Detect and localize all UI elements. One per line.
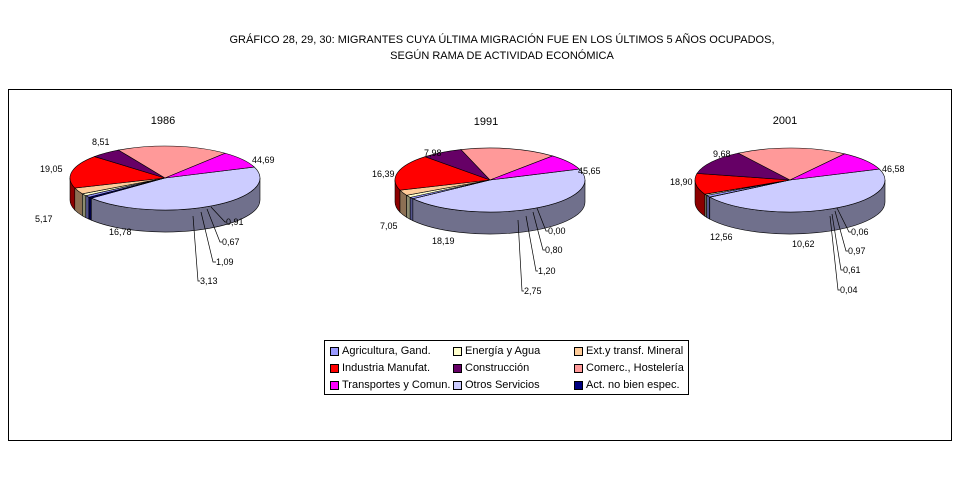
chart-title: GRÁFICO 28, 29, 30: MIGRANTES CUYA ÚLTIM… (0, 32, 962, 64)
data-label-2001-3: 10,62 (792, 239, 815, 249)
pie-slice-1991-7 (411, 168, 586, 213)
chart-title-line-2: SEGÚN RAMA DE ACTIVIDAD ECONÓMICA (390, 50, 614, 62)
data-label-1991-7: 45,65 (578, 166, 601, 176)
leader-line-2001-0 (834, 210, 848, 252)
data-label-1986-6: 8,51 (92, 137, 110, 147)
leader-line-2001-8 (836, 207, 851, 233)
data-label-1991-2: 2,75 (524, 286, 542, 296)
data-label-1986-5: 19,05 (40, 164, 63, 174)
pie-slice-1986-3 (69, 156, 166, 189)
legend-item-no-especificada: Act. no bien espec. (574, 377, 680, 393)
data-label-1986-1: 1,09 (216, 257, 234, 267)
legend-swatch (330, 363, 339, 373)
data-label-1991-0: 0,80 (545, 245, 563, 255)
data-label-2001-0: 0,97 (848, 246, 866, 256)
pie-slice-1986-6 (164, 152, 255, 179)
pie-slice-1991-3 (394, 156, 491, 191)
pie-side-1986-0 (85, 195, 90, 220)
leader-line-1991-8 (536, 207, 548, 232)
legend-item-comercio: Comerc., Hostelería (574, 360, 684, 376)
legend-item-ext-mineral: Ext.y transf. Mineral (574, 343, 683, 359)
legend-item-otros-servicios: Otros Servicios (453, 377, 540, 393)
legend-item-agricultura: Agricultura, Gand. (330, 343, 431, 359)
data-label-2001-8: 0,06 (851, 227, 869, 237)
pie-side-1986-8 (88, 196, 92, 221)
pie-title-2001: 2001 (773, 115, 797, 127)
legend-label: Act. no bien espec. (586, 379, 680, 391)
leader-line-2001-2 (829, 215, 840, 291)
leader-line-1991-1 (525, 215, 538, 272)
pie-side-1991-1 (406, 194, 411, 220)
legend-label: Otros Servicios (465, 379, 540, 391)
legend-item-transportes: Transportes y Comun. (330, 377, 450, 393)
data-label-1991-1: 1,20 (538, 266, 556, 276)
legend-item-construccion: Construcción (453, 360, 529, 376)
pie-slice-1991-6 (489, 155, 580, 181)
data-label-1986-8: 0,67 (222, 237, 240, 247)
data-label-2001-4: 12,56 (710, 232, 733, 242)
legend-swatch (330, 380, 339, 390)
data-label-2001-1: 0,61 (843, 265, 861, 275)
pie-slice-2001-6 (789, 153, 880, 181)
legend-swatch (453, 380, 462, 390)
legend-label: Transportes y Comun. (342, 379, 451, 391)
data-label-1986-4: 5,17 (35, 214, 53, 224)
legend-swatch (574, 363, 583, 373)
data-label-2001-5: 18,90 (670, 177, 693, 187)
legend-label: Industria Manufat. (342, 362, 431, 374)
pie-slice-2001-5 (737, 147, 846, 181)
legend-item-energia: Energía y Agua (453, 343, 540, 359)
data-label-1986-0: 0,91 (226, 217, 244, 227)
data-label-1991-8: 0,00 (548, 226, 566, 236)
pie-side-1986-1 (82, 193, 87, 219)
leader-line-1986-1 (200, 211, 216, 263)
pie-slice-1991-5 (460, 147, 554, 181)
data-label-2001-7: 46,58 (882, 164, 905, 174)
data-label-2001-6: 9,68 (713, 149, 731, 159)
legend-label: Agricultura, Gand. (342, 345, 431, 357)
leader-line-1986-0 (210, 206, 226, 223)
legend-label: Energía y Agua (465, 345, 541, 357)
data-label-1986-3: 16,78 (109, 227, 132, 237)
legend-item-industria: Industria Manufat. (330, 360, 430, 376)
leader-line-1991-0 (532, 211, 545, 251)
data-label-1991-4: 7,05 (380, 221, 398, 231)
data-label-1986-2: 3,13 (200, 276, 218, 286)
pie-side-1991-0 (409, 196, 414, 222)
pie-slice-1986-5 (117, 145, 227, 179)
leader-line-1986-8 (206, 208, 222, 243)
legend-swatch (574, 346, 583, 356)
pie-title-1986: 1986 (151, 115, 175, 127)
leader-line-2001-1 (831, 213, 843, 271)
data-label-1991-6: 7,98 (424, 148, 442, 158)
legend-label: Construcción (465, 362, 530, 374)
pie-slice-2001-7 (708, 168, 886, 213)
legend-swatch (330, 346, 339, 356)
data-label-1986-7: 44,69 (252, 155, 275, 165)
legend-swatch (453, 363, 462, 373)
legend-label: Comerc., Hostelería (586, 362, 684, 374)
pie-title-1991: 1991 (474, 116, 498, 128)
data-label-1991-3: 18,19 (432, 236, 455, 246)
data-label-2001-2: 0,04 (840, 285, 858, 295)
pie-slice-1986-7 (90, 166, 261, 211)
leader-line-1991-2 (517, 219, 524, 292)
leader-line-1986-2 (192, 215, 200, 282)
legend-swatch (574, 380, 583, 390)
pie-side-2001-0 (706, 194, 710, 220)
legend-label: Ext.y transf. Mineral (586, 345, 684, 357)
pie-slice-2001-4 (696, 152, 791, 181)
legend: Agricultura, Gand. Energía y Agua Ext.y … (324, 340, 689, 395)
chart-title-line-1: GRÁFICO 28, 29, 30: MIGRANTES CUYA ÚLTIM… (229, 34, 775, 46)
legend-swatch (453, 346, 462, 356)
data-label-1991-5: 16,39 (372, 169, 395, 179)
